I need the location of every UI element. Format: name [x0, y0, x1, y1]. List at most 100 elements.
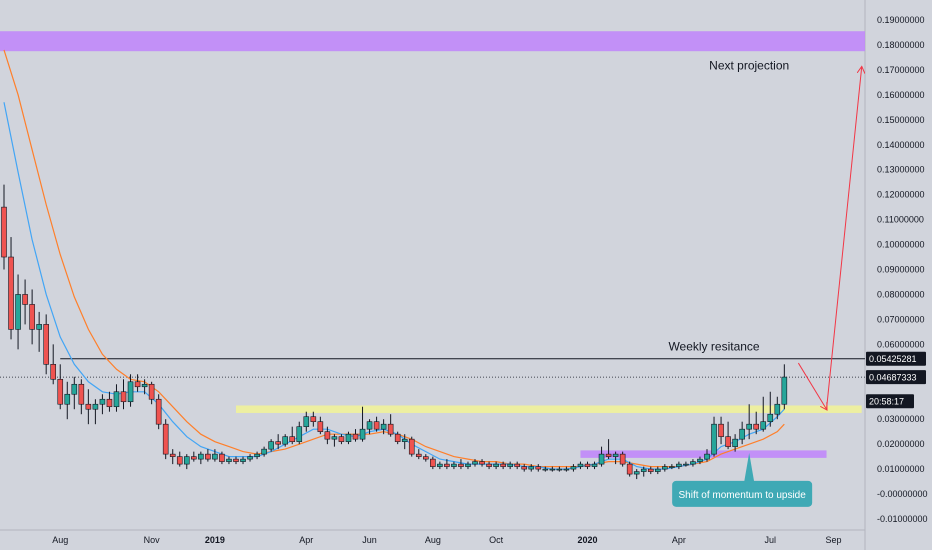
- candle[interactable]: [521, 464, 528, 472]
- candle[interactable]: [640, 466, 647, 477]
- candle[interactable]: [352, 429, 359, 442]
- candle[interactable]: [240, 456, 246, 465]
- candle[interactable]: [191, 451, 197, 462]
- candle[interactable]: [282, 434, 289, 447]
- candle[interactable]: [29, 289, 35, 345]
- candle[interactable]: [422, 454, 429, 462]
- candle[interactable]: [451, 461, 457, 470]
- candle[interactable]: [774, 396, 781, 420]
- candle[interactable]: [1, 184, 7, 270]
- candle[interactable]: [36, 311, 42, 352]
- candle[interactable]: [507, 461, 513, 470]
- candle[interactable]: [556, 466, 563, 472]
- candle[interactable]: [493, 461, 499, 470]
- candle[interactable]: [662, 464, 668, 472]
- candle[interactable]: [317, 416, 324, 435]
- candle[interactable]: [549, 466, 556, 472]
- candle[interactable]: [528, 464, 535, 472]
- candle[interactable]: [676, 461, 682, 470]
- candle[interactable]: [683, 461, 689, 467]
- candle[interactable]: [408, 436, 415, 457]
- candle[interactable]: [718, 416, 724, 445]
- candle[interactable]: [359, 406, 366, 442]
- candle[interactable]: [479, 459, 485, 467]
- candle[interactable]: [113, 384, 120, 412]
- candle[interactable]: [669, 464, 675, 470]
- candle[interactable]: [514, 461, 520, 470]
- candle[interactable]: [584, 461, 591, 470]
- candle[interactable]: [92, 399, 99, 425]
- candle[interactable]: [64, 381, 71, 420]
- candle[interactable]: [711, 416, 717, 457]
- candle[interactable]: [106, 391, 113, 412]
- candle[interactable]: [71, 376, 78, 410]
- candle[interactable]: [626, 461, 633, 477]
- candle[interactable]: [598, 446, 605, 467]
- candle[interactable]: [465, 461, 471, 470]
- candle[interactable]: [219, 451, 225, 465]
- candle[interactable]: [753, 411, 760, 435]
- candle[interactable]: [43, 314, 49, 375]
- candle[interactable]: [50, 344, 57, 385]
- candle[interactable]: [289, 426, 296, 445]
- candle[interactable]: [345, 431, 352, 445]
- candle[interactable]: [739, 421, 745, 445]
- candle[interactable]: [605, 439, 612, 460]
- candle[interactable]: [275, 434, 281, 450]
- candle[interactable]: [690, 459, 696, 467]
- candle[interactable]: [486, 461, 492, 470]
- candle[interactable]: [619, 451, 626, 467]
- candle[interactable]: [226, 456, 232, 465]
- candle[interactable]: [535, 464, 542, 472]
- candle[interactable]: [331, 434, 338, 447]
- candle[interactable]: [725, 421, 731, 450]
- candle[interactable]: [127, 374, 134, 407]
- candle[interactable]: [401, 434, 408, 450]
- candle[interactable]: [15, 274, 21, 350]
- candle[interactable]: [78, 379, 85, 415]
- candle[interactable]: [310, 411, 317, 427]
- candle[interactable]: [767, 391, 774, 427]
- candle[interactable]: [697, 456, 703, 465]
- candle[interactable]: [415, 449, 422, 460]
- candle[interactable]: [732, 434, 738, 452]
- candle[interactable]: [268, 439, 274, 452]
- candle[interactable]: [591, 461, 598, 470]
- candle[interactable]: [542, 466, 549, 472]
- candle[interactable]: [57, 364, 64, 410]
- candle[interactable]: [472, 459, 478, 467]
- candle[interactable]: [148, 381, 155, 405]
- candle[interactable]: [444, 459, 450, 470]
- candle[interactable]: [570, 464, 577, 472]
- candle[interactable]: [155, 394, 162, 430]
- candle[interactable]: [254, 451, 260, 460]
- candle[interactable]: [261, 446, 267, 457]
- candle[interactable]: [212, 449, 218, 462]
- candle[interactable]: [654, 466, 661, 475]
- candle[interactable]: [8, 237, 14, 340]
- candle[interactable]: [169, 449, 176, 465]
- candle[interactable]: [647, 466, 654, 475]
- candle[interactable]: [338, 434, 345, 445]
- candle[interactable]: [577, 461, 584, 470]
- candle[interactable]: [296, 421, 303, 445]
- candle[interactable]: [198, 451, 204, 465]
- candle[interactable]: [85, 389, 92, 425]
- candle[interactable]: [437, 461, 443, 470]
- candle[interactable]: [387, 414, 394, 437]
- candle[interactable]: [458, 459, 464, 470]
- candle[interactable]: [633, 469, 640, 480]
- candle[interactable]: [324, 426, 331, 445]
- candle[interactable]: [141, 379, 148, 395]
- candle[interactable]: [205, 449, 211, 462]
- candle[interactable]: [500, 461, 506, 470]
- candle[interactable]: [394, 431, 401, 445]
- candle[interactable]: [366, 419, 373, 435]
- candle[interactable]: [781, 364, 788, 410]
- candle[interactable]: [22, 279, 28, 325]
- candle[interactable]: [563, 466, 570, 472]
- candle[interactable]: [233, 456, 239, 465]
- candle[interactable]: [612, 451, 619, 465]
- candle[interactable]: [183, 454, 190, 470]
